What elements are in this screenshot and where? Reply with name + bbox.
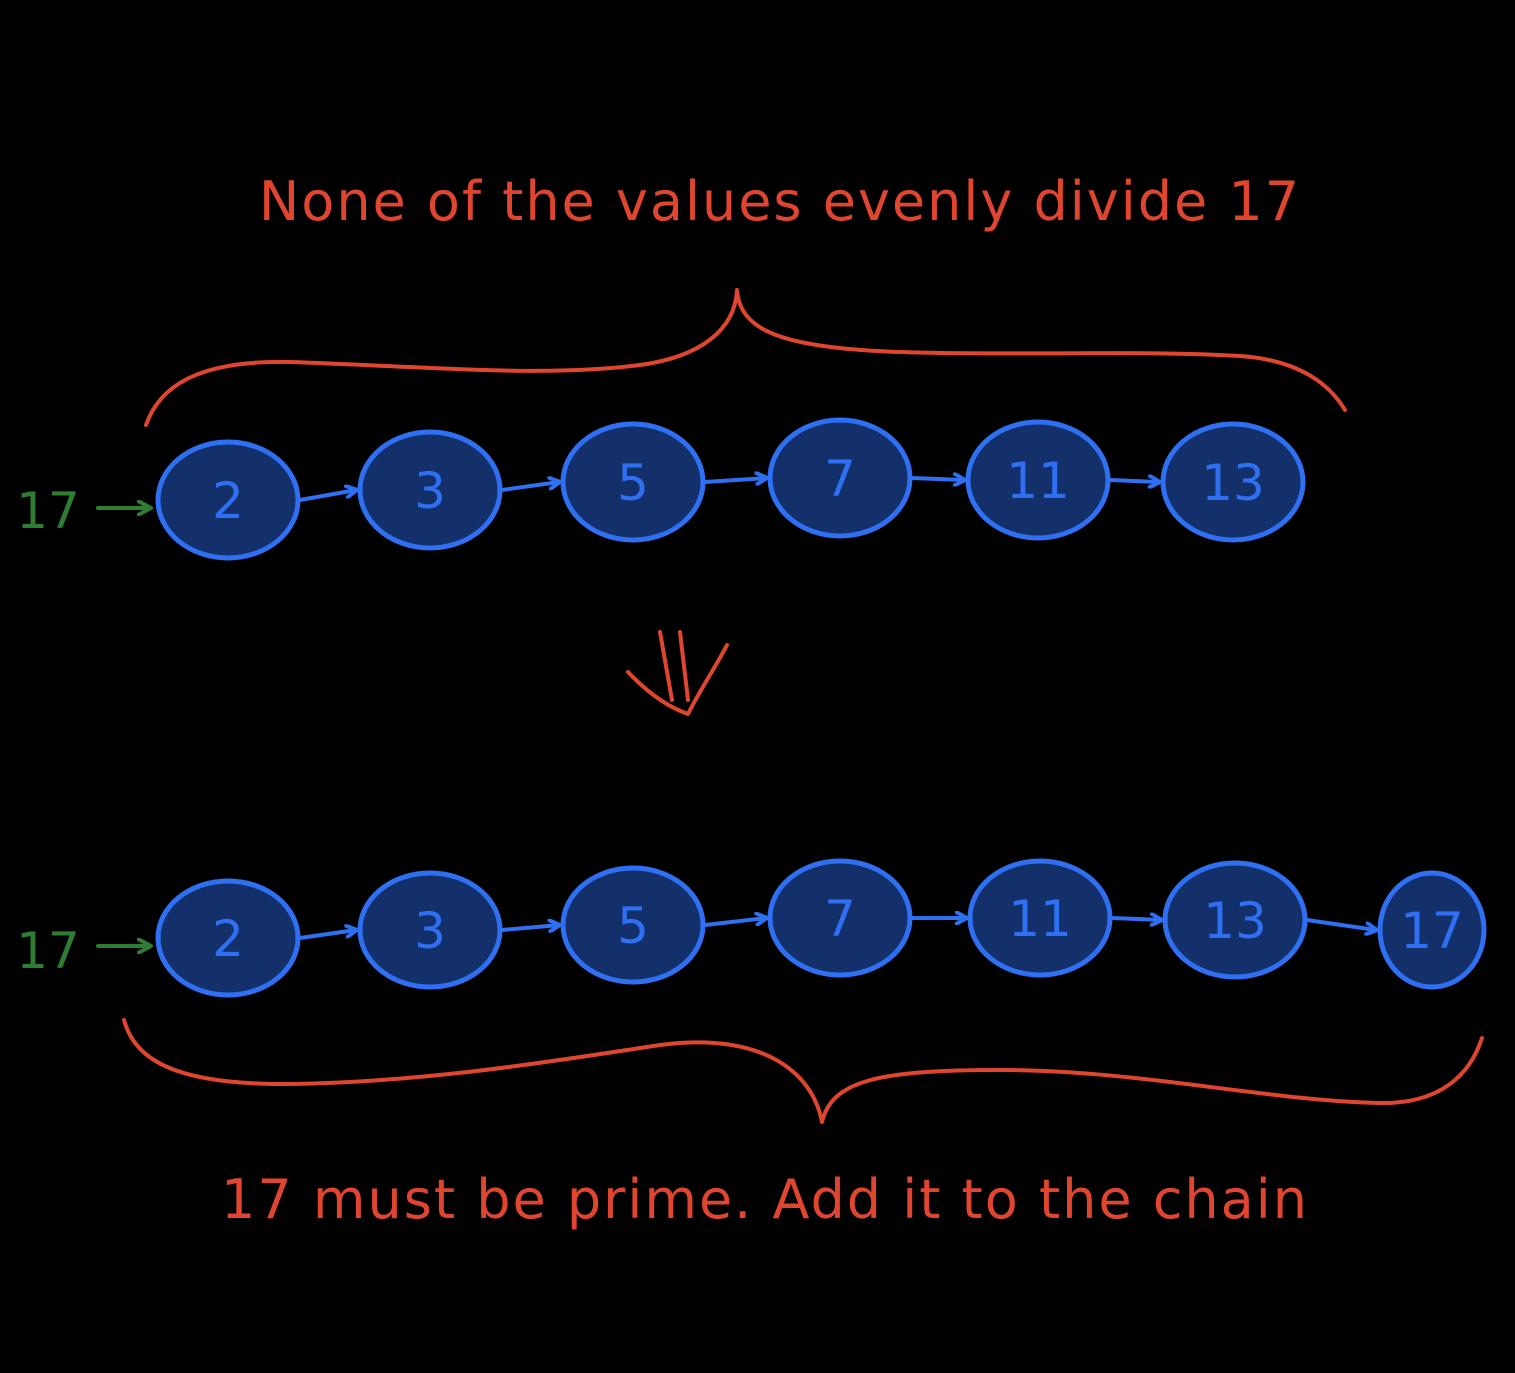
next-pointer-arrow (910, 478, 964, 480)
list-node: 11 (965, 419, 1111, 541)
next-pointer-arrow (500, 925, 559, 930)
list-node-value: 5 (617, 897, 649, 955)
list-node: 3 (357, 429, 503, 551)
list-node-circle (1160, 421, 1306, 543)
list-node-circle (1377, 870, 1487, 990)
list-node: 3 (357, 870, 503, 990)
top-input-value: 17 (16, 482, 80, 540)
list-node-value: 17 (1400, 902, 1464, 960)
list-node: 17 (1377, 870, 1487, 990)
list-node: 5 (560, 421, 706, 543)
next-pointer-arrow (1108, 480, 1159, 482)
bottom-input-value: 17 (16, 922, 80, 980)
bottom-caption: 17 must be prime. Add it to the chain (221, 1168, 1309, 1231)
next-pointer-arrow (703, 478, 766, 482)
list-node-value: 7 (824, 450, 856, 508)
list-node-value: 11 (1006, 452, 1070, 510)
next-pointer-arrow (703, 918, 766, 927)
list-node: 7 (767, 417, 913, 539)
next-pointer-arrow (298, 490, 356, 502)
list-node-value: 3 (414, 462, 446, 520)
double-down-arrow-icon (626, 630, 729, 716)
list-node-value: 13 (1203, 892, 1267, 950)
next-pointer-arrow (1305, 918, 1376, 930)
list-node-value: 13 (1201, 454, 1265, 512)
bottom-brace (122, 1018, 1484, 1124)
list-node: 5 (560, 865, 706, 985)
list-node: 13 (1160, 421, 1306, 543)
list-node: 11 (967, 858, 1113, 978)
top-chain: 2 3 5 7 11 13 (155, 417, 1306, 561)
top-caption: None of the values evenly divide 17 (259, 170, 1301, 233)
bottom-chain: 2 3 5 7 11 13 17 (155, 858, 1487, 998)
list-node-value: 11 (1008, 890, 1072, 948)
list-node: 7 (767, 858, 913, 978)
list-node: 13 (1162, 860, 1308, 980)
list-node: 2 (155, 878, 301, 998)
next-pointer-arrow (298, 930, 356, 940)
list-node-value: 7 (824, 890, 856, 948)
next-pointer-arrow (500, 482, 559, 492)
list-node-value: 3 (414, 902, 446, 960)
list-node-value: 2 (212, 910, 244, 968)
next-pointer-arrow (1110, 918, 1161, 920)
top-brace (144, 288, 1347, 427)
list-node: 2 (155, 439, 301, 561)
list-node-value: 5 (617, 454, 649, 512)
list-node-value: 2 (212, 472, 244, 530)
